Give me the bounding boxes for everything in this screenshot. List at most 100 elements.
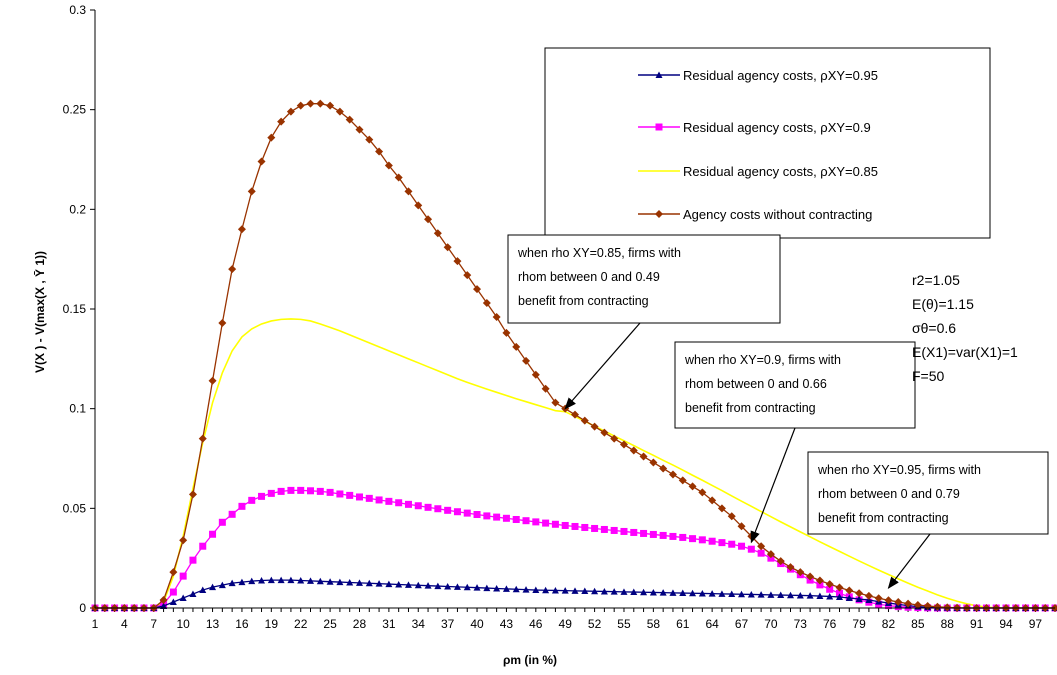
x-tick-label: 37 bbox=[441, 617, 455, 631]
data-point bbox=[787, 591, 795, 599]
annotation-box bbox=[674, 341, 916, 429]
data-point bbox=[473, 584, 481, 591]
data-point bbox=[258, 576, 266, 584]
x-tick-label: 58 bbox=[647, 617, 661, 631]
data-point bbox=[404, 581, 412, 588]
annotation: when rho XY=0.9, firms with rhom between … bbox=[674, 341, 916, 544]
data-point bbox=[316, 487, 324, 495]
data-point bbox=[395, 580, 403, 588]
data-point bbox=[483, 512, 491, 520]
annotation-arrow bbox=[887, 533, 931, 590]
x-tick-label: 91 bbox=[970, 617, 984, 631]
data-point bbox=[640, 529, 648, 537]
x-tick-label: 52 bbox=[588, 617, 602, 631]
parameter-text: E(X1)=var(X1)=1 bbox=[912, 344, 1018, 360]
data-point bbox=[835, 589, 843, 597]
data-point bbox=[492, 312, 501, 321]
y-axis-ticks: 0 0.05 0.1 0.15 0.2 0.25 0.3 bbox=[63, 3, 95, 615]
data-point bbox=[355, 579, 363, 586]
data-point bbox=[728, 590, 736, 598]
data-point bbox=[228, 265, 237, 274]
data-point bbox=[718, 590, 726, 597]
data-point bbox=[600, 428, 609, 437]
x-tick-label: 7 bbox=[150, 617, 157, 631]
data-point bbox=[512, 515, 520, 523]
data-point bbox=[542, 519, 550, 527]
data-point bbox=[512, 585, 520, 593]
data-point bbox=[786, 563, 795, 572]
x-tick-label: 88 bbox=[941, 617, 955, 631]
x-tick-label: 46 bbox=[529, 617, 543, 631]
data-point bbox=[336, 490, 344, 498]
data-point bbox=[247, 187, 256, 196]
data-point bbox=[365, 494, 373, 502]
x-tick-label: 4 bbox=[121, 617, 128, 631]
data-point bbox=[590, 422, 599, 431]
data-point bbox=[649, 588, 657, 596]
annotation-text: benefit from contracting bbox=[518, 294, 649, 308]
data-point bbox=[884, 596, 893, 605]
x-tick-label: 10 bbox=[176, 617, 190, 631]
x-tick-label: 16 bbox=[235, 617, 249, 631]
x-axis-ticks: 1 4 7 10 13 16 19 22 25 28 31 34 37 40 43 46 49 52 55 58 61 6… bbox=[92, 608, 1056, 631]
x-tick-label: 85 bbox=[911, 617, 925, 631]
data-point bbox=[825, 580, 834, 589]
data-point bbox=[561, 587, 569, 594]
x-tick-label: 94 bbox=[999, 617, 1013, 631]
data-point bbox=[688, 482, 697, 491]
data-point bbox=[307, 577, 315, 584]
data-point bbox=[267, 489, 275, 497]
data-point bbox=[365, 579, 373, 587]
data-point bbox=[816, 581, 824, 589]
data-point bbox=[796, 568, 805, 577]
data-point bbox=[483, 584, 491, 592]
parameter-text: r2=1.05 bbox=[912, 272, 960, 288]
data-point bbox=[855, 589, 864, 598]
annotation-text: rhom between 0 and 0.66 bbox=[685, 377, 827, 391]
x-tick-label: 28 bbox=[353, 617, 367, 631]
y-tick-label: 0.2 bbox=[69, 202, 86, 216]
data-point bbox=[248, 577, 256, 585]
data-point bbox=[689, 589, 697, 597]
legend-item: Residual agency costs, ρXY=0.9 bbox=[638, 120, 871, 135]
data-point bbox=[179, 572, 187, 580]
data-point bbox=[179, 536, 188, 545]
data-point bbox=[335, 107, 344, 116]
data-point bbox=[277, 117, 286, 126]
data-point bbox=[640, 588, 648, 596]
data-point bbox=[326, 578, 334, 585]
data-point bbox=[189, 556, 197, 564]
data-point bbox=[659, 464, 668, 473]
x-tick-label: 79 bbox=[852, 617, 866, 631]
x-tick-label: 70 bbox=[764, 617, 778, 631]
x-tick-label: 82 bbox=[882, 617, 896, 631]
data-point bbox=[591, 587, 599, 595]
data-point bbox=[620, 588, 628, 595]
data-point bbox=[620, 527, 628, 535]
data-point bbox=[473, 511, 481, 519]
data-point bbox=[237, 225, 246, 234]
data-point bbox=[610, 588, 618, 595]
data-point bbox=[655, 123, 663, 131]
data-point bbox=[522, 356, 531, 365]
annotation-text: rhom between 0 and 0.79 bbox=[818, 487, 960, 501]
data-point bbox=[482, 299, 491, 308]
x-tick-label: 13 bbox=[206, 617, 220, 631]
data-point bbox=[394, 173, 403, 182]
data-point bbox=[502, 514, 510, 522]
data-point bbox=[600, 587, 608, 595]
data-point bbox=[610, 434, 619, 443]
annotations: when rho XY=0.85, firms with rhom between… bbox=[507, 234, 1049, 590]
data-point bbox=[629, 446, 638, 455]
data-point bbox=[522, 586, 530, 593]
data-point bbox=[571, 410, 579, 419]
data-point bbox=[159, 596, 168, 605]
data-point bbox=[845, 594, 853, 602]
data-point bbox=[286, 107, 295, 116]
data-point bbox=[826, 585, 834, 593]
x-axis-label: ρm (in %) bbox=[503, 653, 557, 667]
data-point bbox=[267, 576, 275, 584]
data-point bbox=[581, 523, 589, 531]
annotation-text: when rho XY=0.9, firms with bbox=[684, 353, 841, 367]
